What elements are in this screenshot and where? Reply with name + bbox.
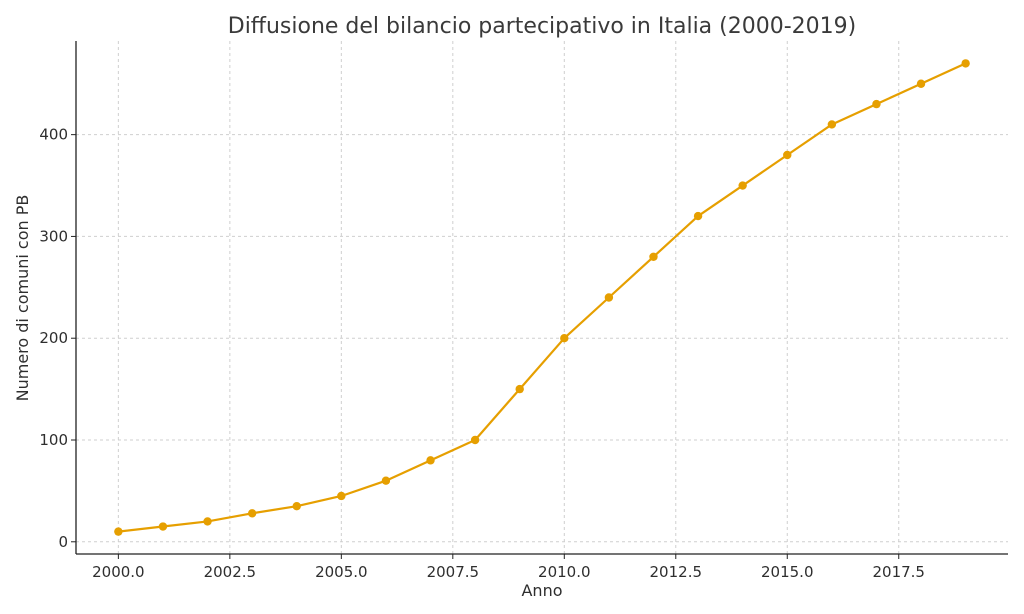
data-point <box>158 522 168 531</box>
data-point <box>560 334 569 343</box>
x-tick-label: 2017.5 <box>872 563 925 581</box>
series-layer <box>114 59 970 536</box>
x-tick-label: 2010.0 <box>538 563 591 581</box>
y-tick-label: 400 <box>39 126 68 144</box>
data-point <box>738 181 747 190</box>
data-point <box>827 120 837 129</box>
y-axis-label: Numero di comuni con PB <box>13 195 32 402</box>
data-point <box>872 99 881 109</box>
data-point <box>247 509 257 518</box>
data-point <box>961 59 970 68</box>
y-tick-label: 300 <box>39 227 68 245</box>
data-point <box>515 384 524 394</box>
x-tick-label: 2012.5 <box>650 563 703 581</box>
data-point <box>693 211 703 221</box>
data-point <box>337 491 346 501</box>
data-point <box>604 293 614 302</box>
data-point <box>783 150 792 160</box>
x-tick-label: 2000.0 <box>92 563 145 581</box>
y-tick-label: 100 <box>39 431 68 449</box>
axes <box>75 41 1008 555</box>
y-tick-label: 0 <box>58 533 68 551</box>
series-line <box>118 62 967 533</box>
tick-marks: 2000.0 2002.5 2005.0 2007.5 2010.0 2012.5 2015… <box>39 126 925 581</box>
y-tick-label: 200 <box>39 329 68 347</box>
x-tick-label: 2002.5 <box>204 563 257 581</box>
data-point <box>203 517 212 526</box>
data-point <box>114 527 123 536</box>
data-point <box>426 456 435 465</box>
data-point <box>381 476 391 485</box>
x-tick-label: 2005.0 <box>315 563 368 581</box>
data-point <box>916 79 926 88</box>
chart-title: Diffusione del bilancio partecipativo in… <box>228 14 856 39</box>
data-point <box>470 435 480 445</box>
grid-lines <box>76 41 1008 554</box>
x-tick-label: 2015.0 <box>761 563 814 581</box>
data-point <box>292 501 301 511</box>
x-tick-label: 2007.5 <box>427 563 480 581</box>
x-axis-label: Anno <box>521 581 562 600</box>
data-point <box>649 252 658 261</box>
